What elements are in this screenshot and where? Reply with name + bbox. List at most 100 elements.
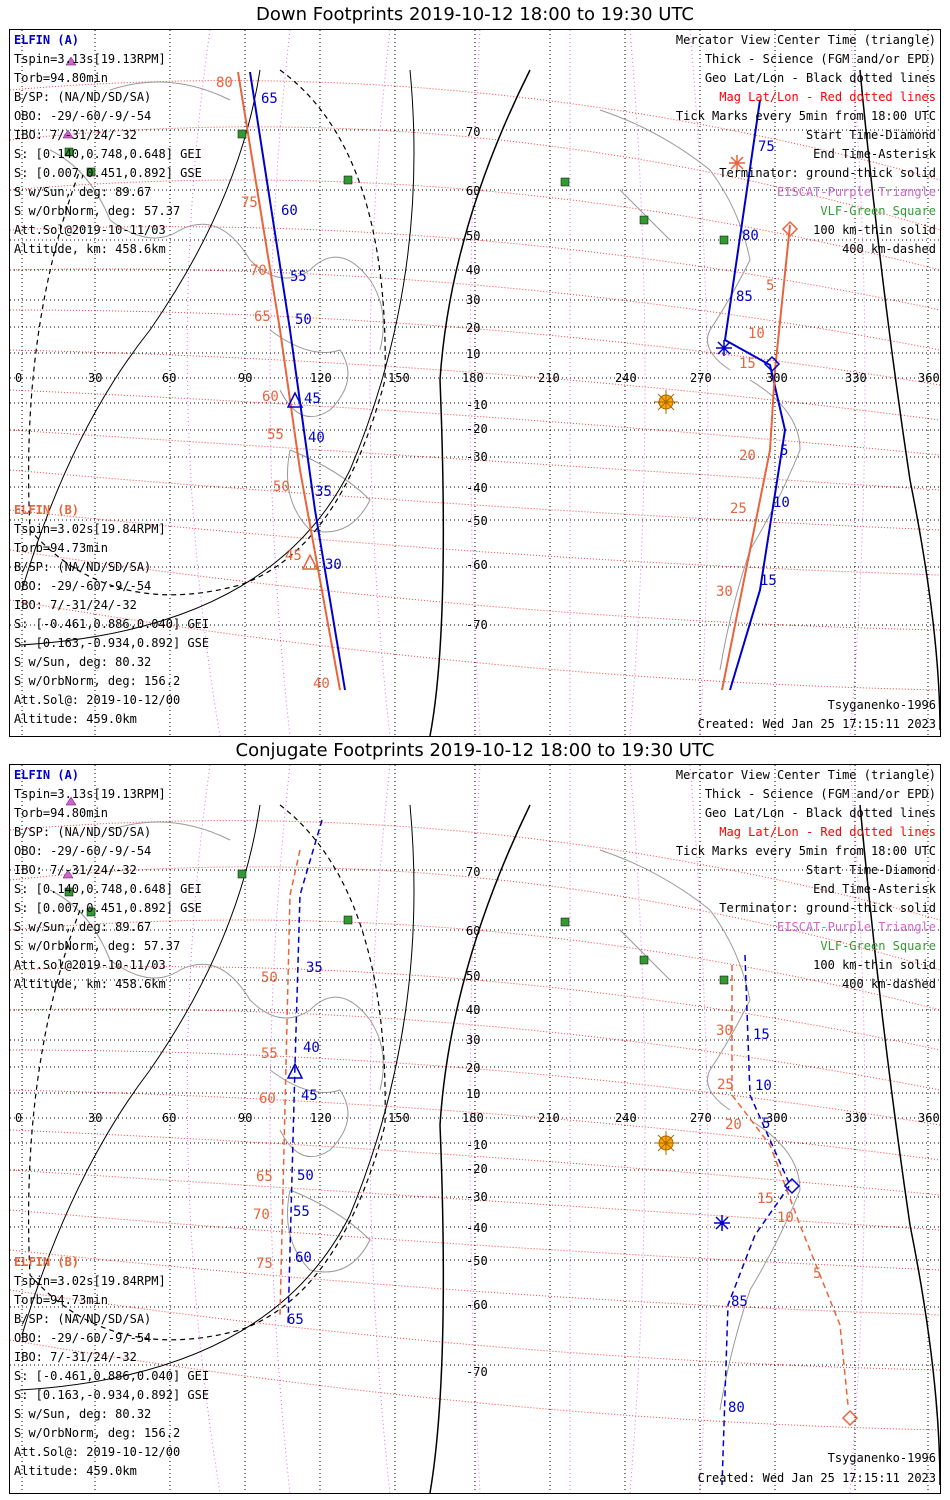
map-canvas	[10, 30, 940, 736]
lat-tick: 10	[466, 347, 481, 361]
sc-b-line: S: [0.163,-0.934,0.892] GSE	[14, 636, 210, 650]
track-label: 20	[739, 448, 756, 464]
lat-tick: 70	[466, 125, 481, 139]
track-label: 60	[295, 1250, 312, 1266]
track-label: 80	[728, 1400, 745, 1416]
sc-a-line: B/SP: (NA/ND/SD/SA)	[14, 90, 152, 104]
track-label: 70	[250, 263, 267, 279]
sc-b-line: Torb=94.73min	[14, 541, 108, 555]
track-label: 55	[261, 1046, 278, 1062]
lon-tick: 330	[845, 371, 867, 385]
track-label: 40	[308, 430, 325, 446]
track-label: 15	[760, 573, 777, 589]
track-label: 35	[315, 484, 332, 500]
lon-tick: 30	[88, 371, 103, 385]
track-label: 30	[325, 557, 342, 573]
lon-tick: 360	[918, 1111, 940, 1125]
sc-a-line: OBO: -29/-60/-9/-54	[14, 109, 152, 123]
created-label: Created: Wed Jan 25 17:15:11 2023	[697, 1471, 936, 1485]
sc-b-line: S: [-0.461,0.886,0.040] GEI	[14, 1369, 210, 1383]
legend-line: Mercator View Center Time (triangle)	[675, 768, 936, 782]
lat-tick: -60	[466, 558, 488, 572]
track-label: 5	[780, 443, 789, 459]
sc-b-line: Att.Sol@: 2019-10-12/00	[14, 693, 181, 707]
legend-line: 400 km-dashed	[842, 242, 936, 256]
track-label: 65	[287, 1312, 304, 1328]
track-label: 10	[777, 1210, 794, 1226]
lon-tick: 60	[162, 371, 177, 385]
lat-tick: -30	[466, 450, 488, 464]
lon-tick: 210	[538, 371, 560, 385]
sc-b-line: B/SP: (NA/ND/SD/SA)	[14, 560, 152, 574]
sc-b-line: Tspin=3.02s[19.84RPM]	[14, 1274, 166, 1288]
track-label: 50	[261, 970, 278, 986]
sc-a-line: Att.Sol@2019-10-11/03	[14, 223, 166, 237]
sc-b-line: Tspin=3.02s[19.84RPM]	[14, 522, 166, 536]
sc-a-line: OBO: -29/-60/-9/-54	[14, 844, 152, 858]
lon-tick: 300	[766, 1111, 788, 1125]
lon-tick: 150	[388, 1111, 410, 1125]
sc-b-info: ELFIN (B) Tspin=3.02s[19.84RPM] Torb=94.…	[14, 503, 209, 726]
down-footprints-panel: Down Footprints 2019-10-12 18:00 to 19:3…	[9, 0, 941, 740]
track-label: 35	[306, 960, 323, 976]
track-label: 25	[730, 501, 747, 517]
track-label: 15	[739, 356, 756, 372]
lat-tick: -70	[466, 1365, 488, 1379]
lat-tick: -70	[466, 618, 488, 632]
track-label: 60	[262, 389, 279, 405]
sc-b-line: B/SP: (NA/ND/SD/SA)	[14, 1312, 152, 1326]
lon-tick: 360	[918, 371, 940, 385]
track-label: 75	[256, 1256, 273, 1272]
track-label: 45	[301, 1088, 318, 1104]
lat-tick: -60	[466, 1298, 488, 1312]
lon-tick: 330	[845, 1111, 867, 1125]
map-canvas	[10, 765, 940, 1493]
legend-line: Start Time-Diamond	[805, 863, 936, 877]
lat-tick: 70	[466, 865, 481, 879]
legend-line: Terminator: ground-thick solid	[719, 166, 936, 180]
track-label: 30	[716, 584, 733, 600]
sc-a-line: IBO: 7/-31/24/-32	[14, 863, 137, 877]
track-label: 15	[757, 1191, 774, 1207]
lat-tick: -20	[466, 422, 488, 436]
sun-icon	[654, 1131, 678, 1155]
track-label: 70	[253, 1207, 270, 1223]
sc-b-line: IBO: 7/-31/24/-32	[14, 598, 137, 612]
sc-a-name: ELFIN (A)	[14, 768, 80, 782]
track-label: 65	[256, 1169, 273, 1185]
created-label: Created: Wed Jan 25 17:15:11 2023	[697, 717, 936, 731]
sc-b-name: ELFIN (B)	[14, 1255, 80, 1269]
lon-tick: 270	[690, 371, 712, 385]
sc-b-line: OBO: -29/-60/-9/-54	[14, 1331, 152, 1345]
track-label: 75	[758, 139, 775, 155]
sc-a-line: S w/Sun, deg: 89.67	[14, 185, 152, 199]
legend-line: Mag Lat/Lon - Red dotted lines	[719, 825, 936, 839]
lon-tick: 120	[310, 371, 332, 385]
legend-line: Tick Marks every 5min from 18:00 UTC	[675, 844, 936, 858]
lat-tick: -10	[466, 1138, 488, 1152]
lon-tick: 240	[615, 371, 637, 385]
legend-line: 400 km-dashed	[842, 977, 936, 991]
track-label: 65	[261, 91, 278, 107]
sc-a-line: S: [0.007,0.451,0.892] GSE	[14, 901, 202, 915]
lon-tick: 180	[462, 371, 484, 385]
track-label: 5	[813, 1266, 822, 1282]
legend-line: EISCAT-Purple Triangle	[777, 185, 936, 199]
sc-a-line: Tspin=3.13s[19.13RPM]	[14, 52, 166, 66]
panel-title: Down Footprints 2019-10-12 18:00 to 19:3…	[256, 4, 694, 25]
track-label: 50	[273, 479, 290, 495]
legend-line: Thick - Science (FGM and/or EPD)	[704, 787, 936, 801]
sc-b-line: S w/Sun, deg: 80.32	[14, 655, 152, 669]
lon-tick: 270	[690, 1111, 712, 1125]
map-frame: 0 30 60 90 120 150 180 210 240 270 300 3…	[9, 764, 941, 1494]
sc-b-line: S: [0.163,-0.934,0.892] GSE	[14, 1388, 210, 1402]
panel-title: Conjugate Footprints 2019-10-12 18:00 to…	[235, 740, 715, 761]
legend: Mercator View Center Time (triangle) Thi…	[676, 33, 936, 256]
lat-tick: 50	[466, 229, 481, 243]
track-label: 40	[303, 1040, 320, 1056]
sc-b-line: OBO: -29/-60/-9/-54	[14, 579, 152, 593]
track-label: 60	[259, 1091, 276, 1107]
sc-a-line: Torb=94.80min	[14, 806, 108, 820]
lat-tick: 30	[466, 1033, 481, 1047]
sc-a-line: S w/OrbNorm, deg: 57.37	[14, 939, 181, 953]
